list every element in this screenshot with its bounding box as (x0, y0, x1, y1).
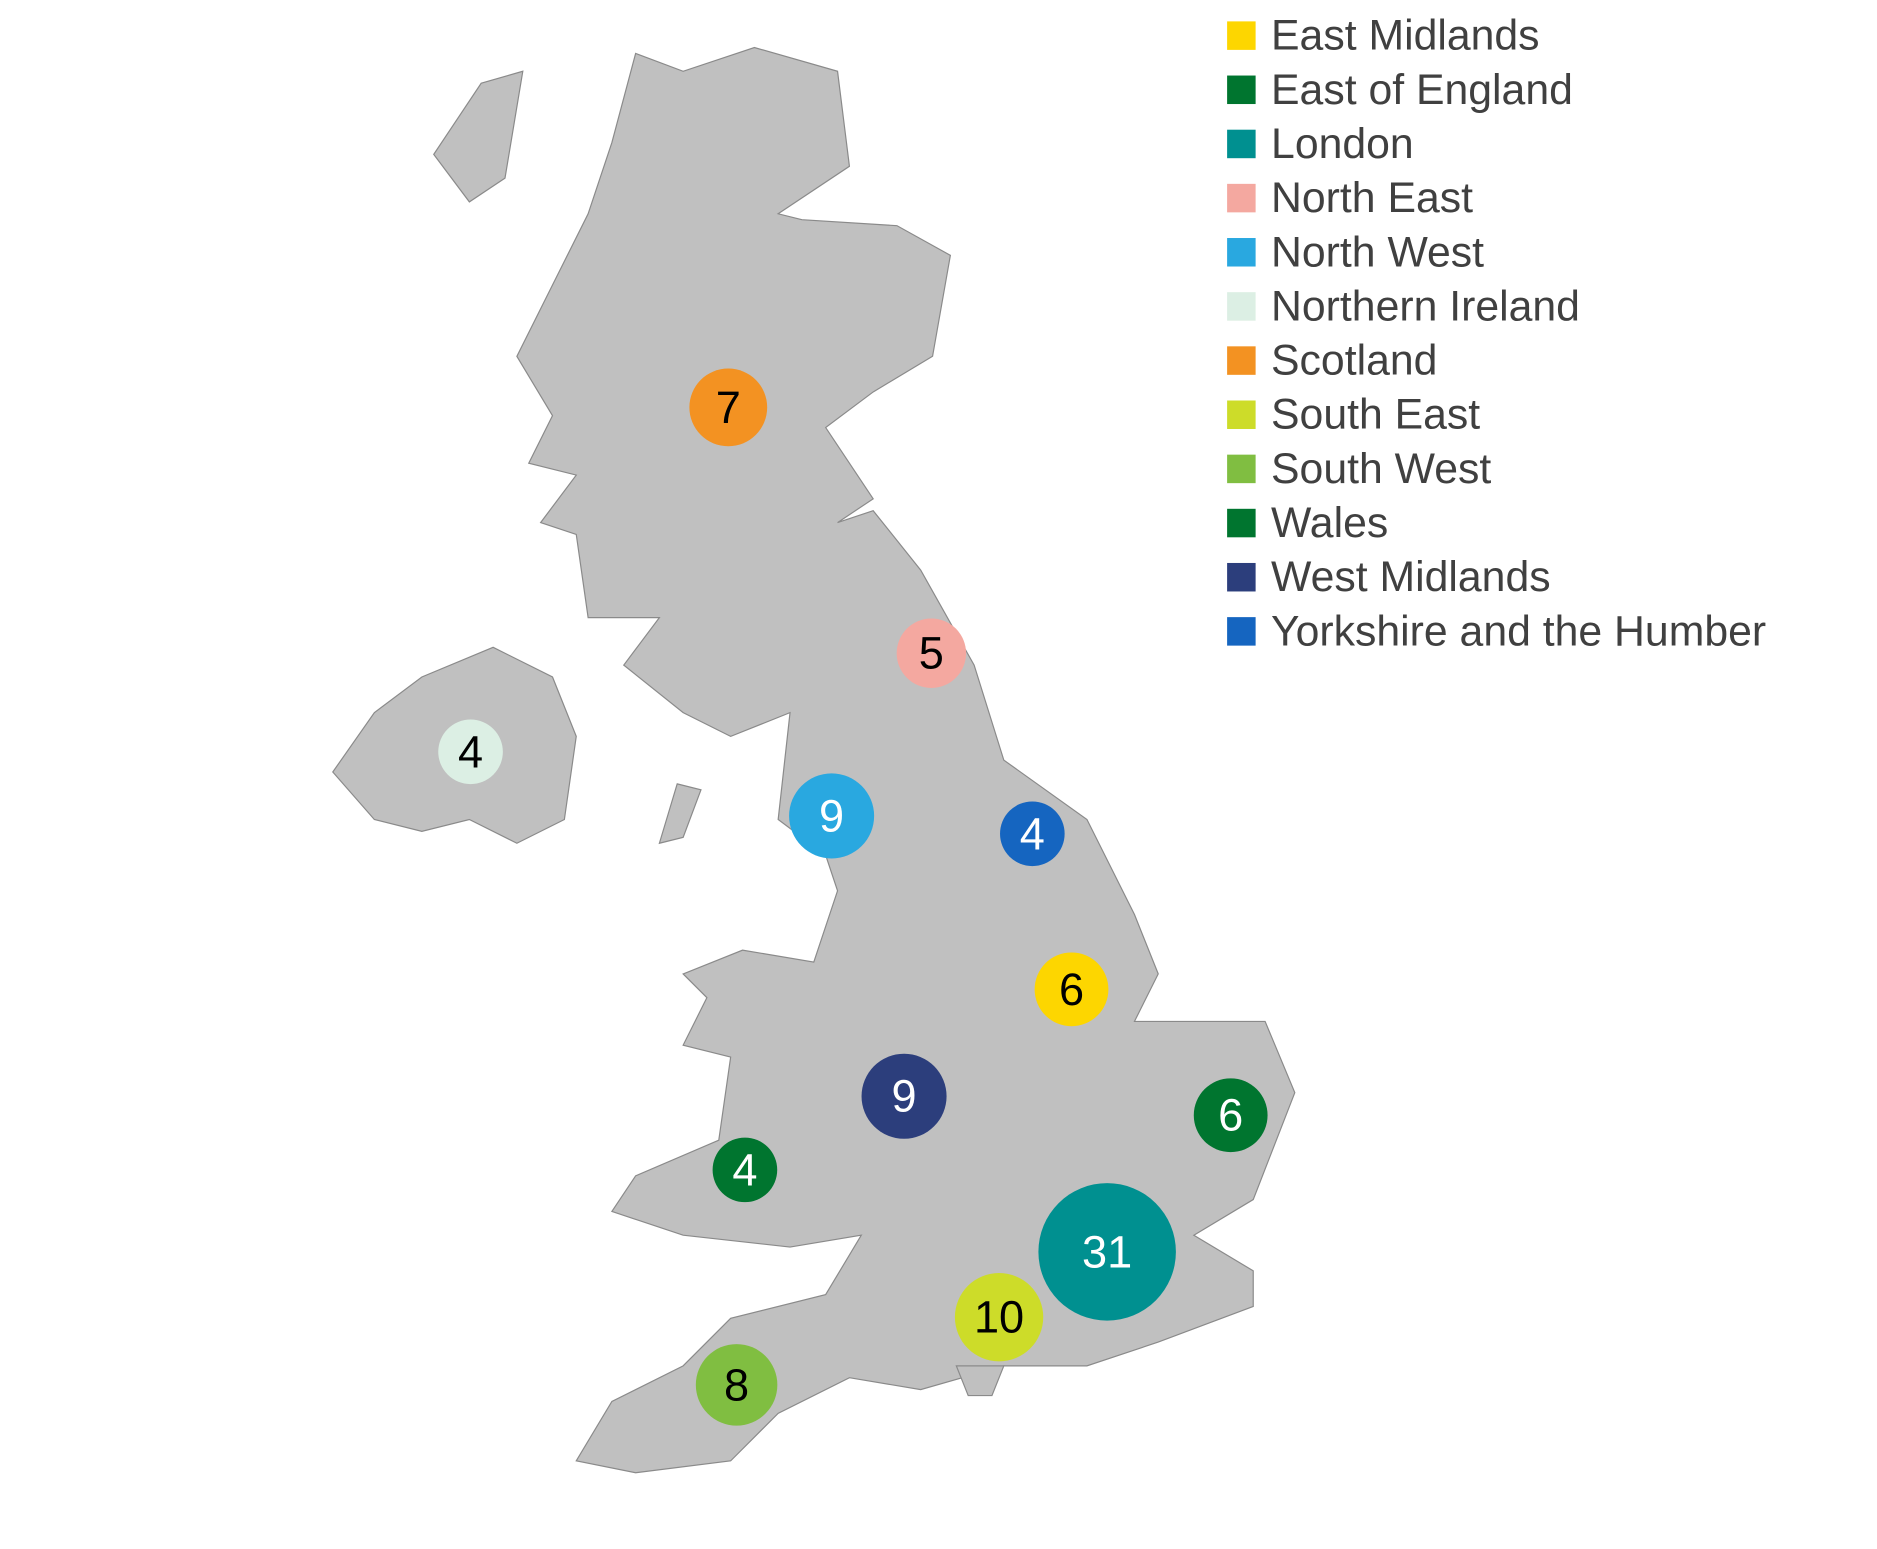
bubble (954, 1272, 1044, 1362)
legend-swatch (1227, 238, 1256, 267)
bubble-label: 9 (819, 790, 844, 841)
legend: East Midlands East of England London North … (1227, 12, 1766, 655)
legend-swatch (1227, 75, 1256, 105)
legend-label: Yorkshire and the Humber (1271, 607, 1766, 655)
bubble (789, 773, 875, 859)
legend-swatch (1227, 617, 1256, 646)
bubble-label: 4 (732, 1144, 757, 1195)
legend-label: South West (1271, 445, 1491, 493)
bubble (1034, 952, 1109, 1027)
legend-label: West Midlands (1271, 553, 1551, 601)
legend-swatch (1227, 129, 1256, 159)
legend-label: Scotland (1271, 337, 1437, 385)
bubble-label: 9 (892, 1071, 917, 1122)
legend-swatch (1227, 346, 1256, 375)
bubble-label: 10 (974, 1292, 1024, 1343)
legend-label: East Midlands (1271, 12, 1540, 60)
bubble-label: 6 (1059, 964, 1084, 1015)
great-britain (516, 46, 1296, 1474)
bubble (1000, 801, 1065, 867)
bubble (712, 1137, 778, 1203)
island (955, 1365, 1005, 1397)
legend-swatch (1227, 183, 1256, 213)
bubble (1193, 1078, 1268, 1153)
bubbles: 6 6 31 5 9 4 7 10 8 4 9 4 (438, 368, 1268, 1426)
legend-label: North West (1271, 228, 1484, 276)
bubble-label: 6 (1218, 1090, 1243, 1141)
bubble-label: 4 (1020, 808, 1045, 859)
legend-label: Northern Ireland (1271, 282, 1580, 330)
island (658, 783, 702, 845)
legend-label: East of England (1271, 66, 1573, 114)
legend-label: South East (1271, 391, 1480, 439)
bubble-label: 8 (724, 1359, 749, 1410)
bubble (861, 1053, 947, 1139)
legend-swatch (1227, 562, 1256, 592)
bubble (1038, 1183, 1176, 1321)
legend-swatch (1227, 21, 1256, 50)
bubble (695, 1344, 778, 1426)
bubble-label: 31 (1082, 1226, 1132, 1277)
island (433, 70, 524, 203)
bubble (438, 719, 503, 785)
legend-swatch (1227, 292, 1256, 321)
legend-label: North East (1271, 174, 1473, 222)
bubble-label: 7 (716, 382, 741, 433)
bubble (689, 368, 768, 447)
bubble (896, 618, 967, 688)
bubble-label: 5 (919, 628, 944, 679)
legend-swatch (1227, 400, 1256, 429)
legend-swatch (1227, 508, 1256, 538)
legend-swatch (1227, 454, 1256, 484)
legend-label: Wales (1271, 499, 1388, 547)
legend-label: London (1271, 120, 1414, 168)
bubble-label: 4 (458, 726, 483, 777)
